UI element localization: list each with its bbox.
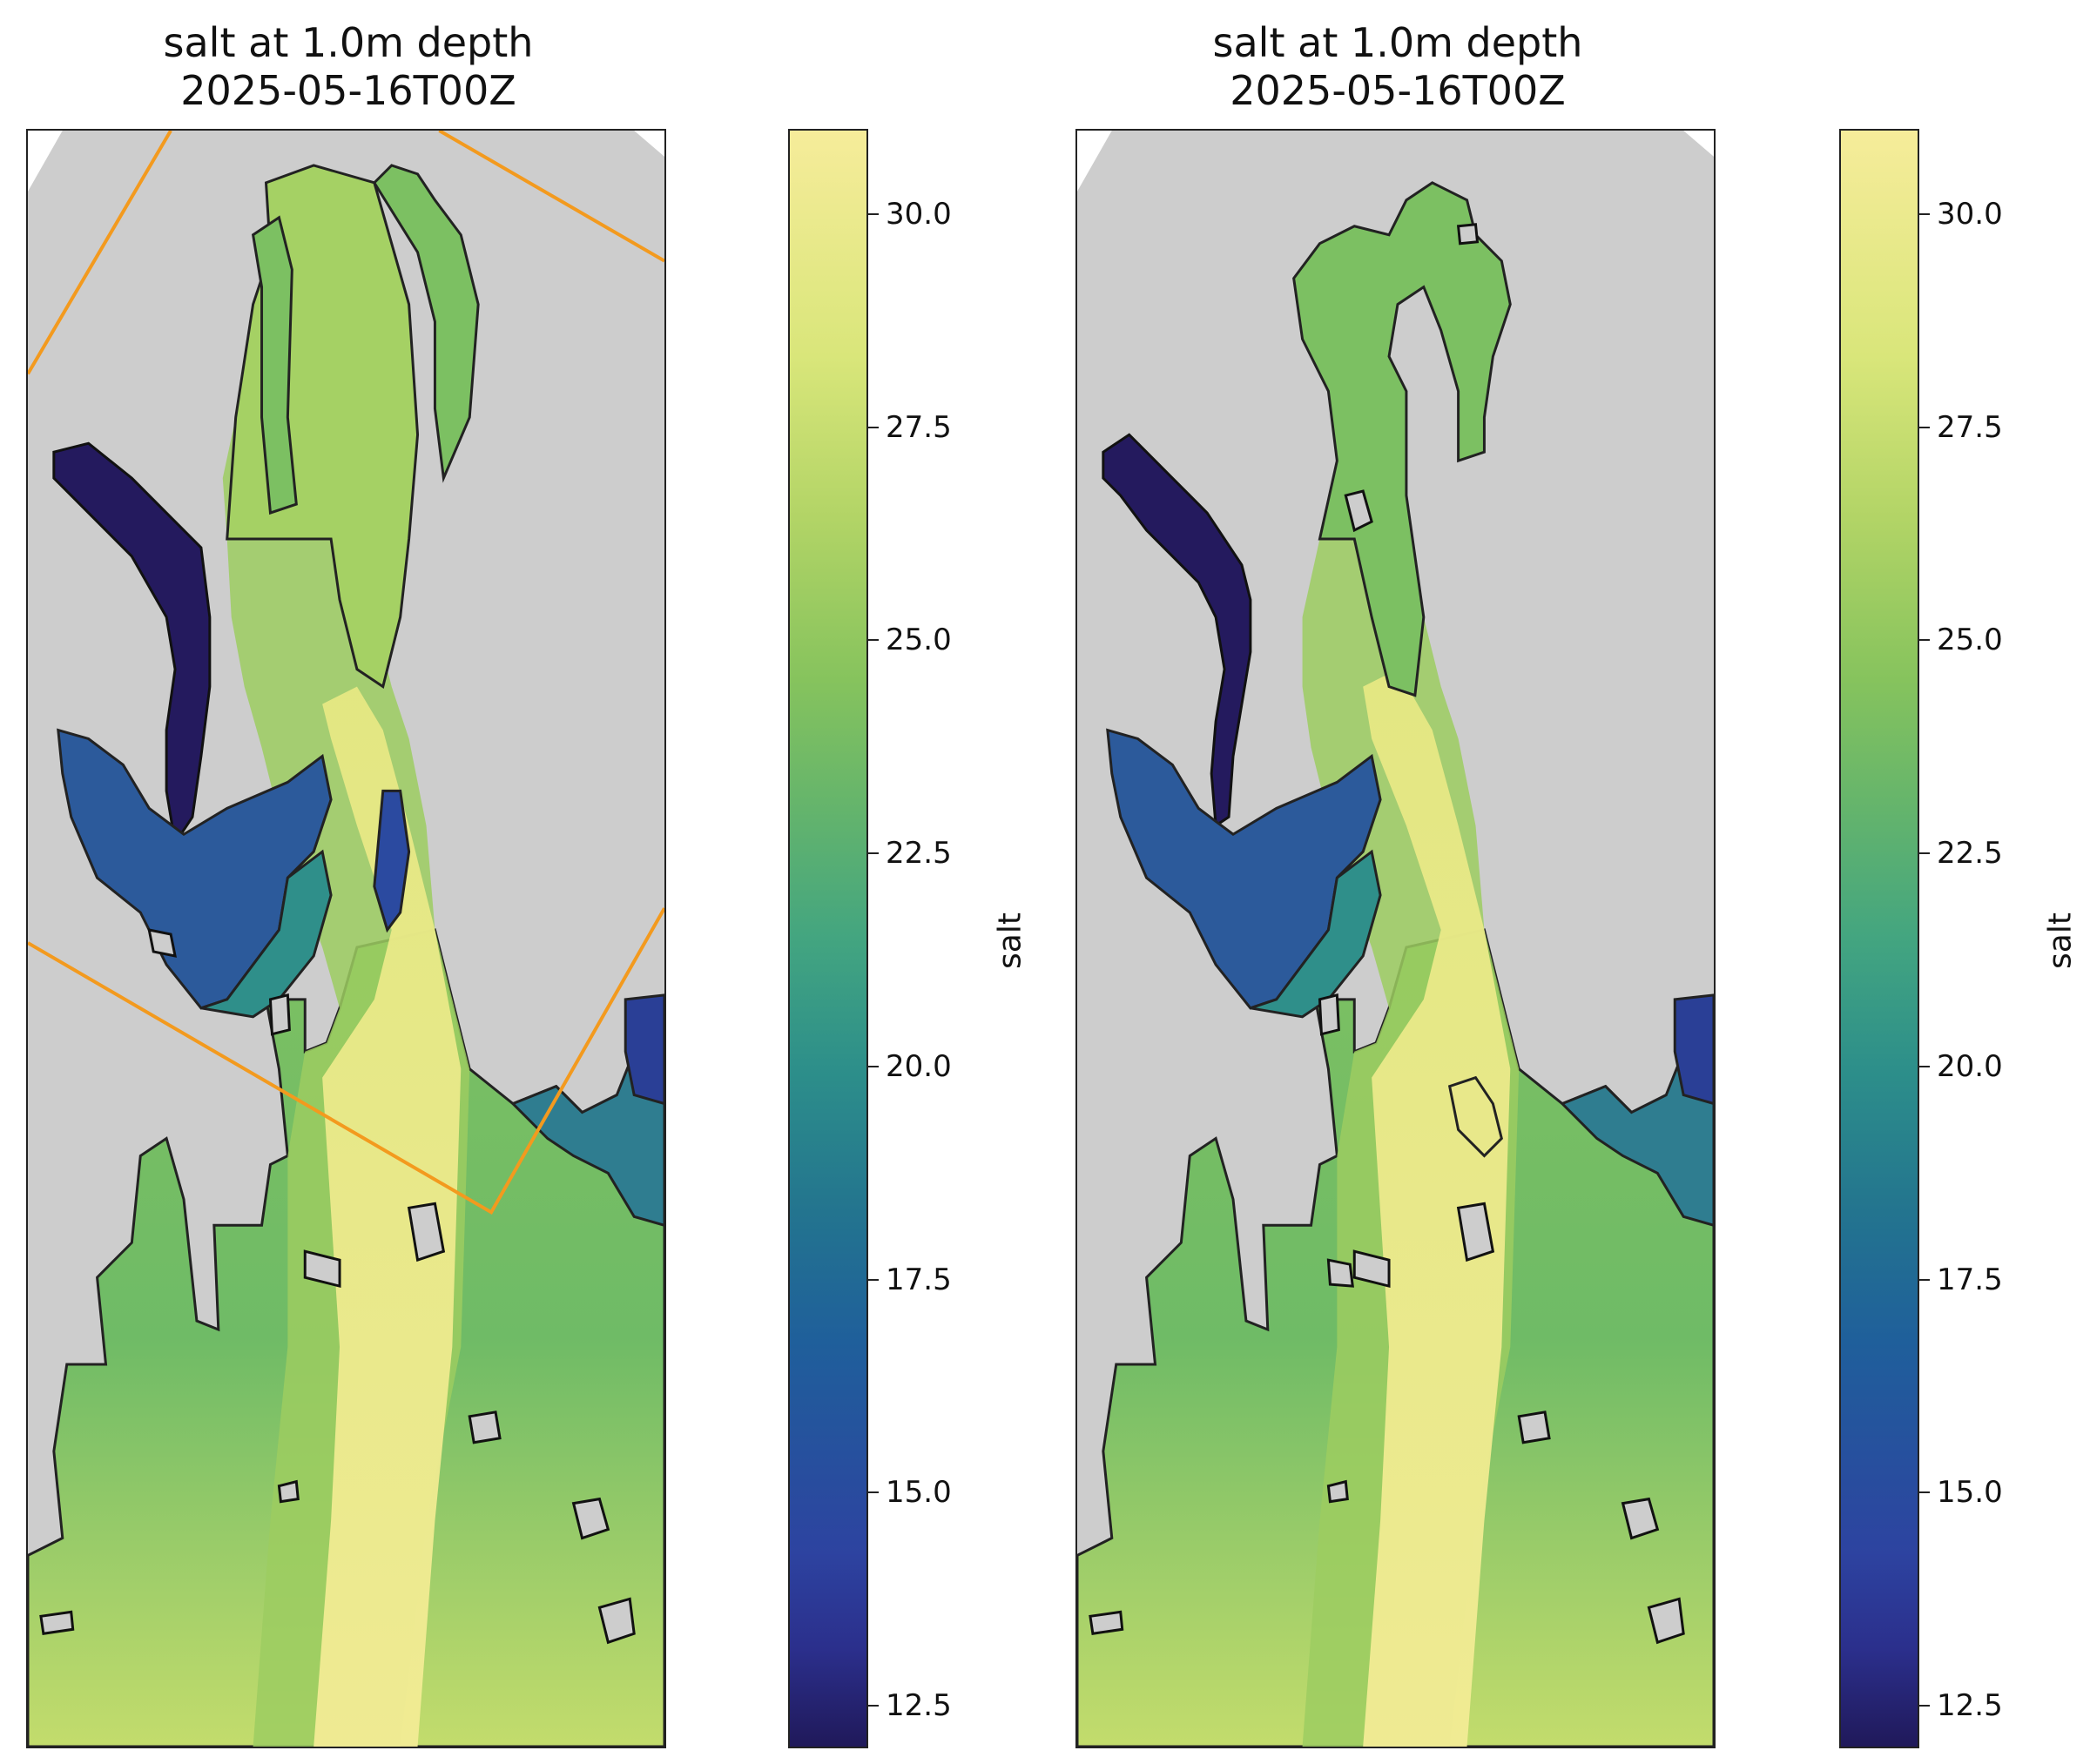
subdomain-box [28,131,172,375]
right-map-canvas [1077,131,1714,1747]
colorbar-tick-label: 27.5 [886,409,952,445]
subdomain-box [438,131,664,263]
northwest-arm [52,441,212,847]
island [597,1597,636,1645]
colorbar-tick-label: 17.5 [886,1262,952,1297]
colorbar-tick-mark [868,1278,879,1281]
north-arm-west [251,215,298,515]
colorbar-tick-mark [868,1491,879,1494]
salty-core [1363,669,1511,1747]
island [39,1610,75,1635]
right-colorbar-label: salt [2042,912,2079,969]
left-colorbar-label: salt [992,912,1028,969]
right-colorbar [1839,129,1919,1748]
colorbar-tick-label: 22.5 [1937,836,2003,872]
east-bay-water [1560,1046,1714,1227]
subdomain-box [28,907,664,1215]
island [1647,1597,1685,1645]
island [1318,993,1340,1036]
colorbar-tick-mark [868,212,879,215]
north-arm-east [372,164,480,483]
right-salinity-map [1075,129,1716,1748]
colorbar-tick-label: 30.0 [886,196,952,232]
colorbar-tick-label: 27.5 [1937,409,2003,445]
colorbar-tick-mark [868,639,879,642]
colorbar-tick-mark [1919,639,1930,642]
colorbar-tick-label: 20.0 [1937,1048,2003,1084]
colorbar-tick-mark [1919,1705,1930,1707]
colorbar-tick-label: 25.0 [1937,623,2003,658]
island [468,1411,502,1444]
island [1456,223,1480,246]
island [268,993,291,1036]
colorbar-tick-mark [1919,1278,1930,1281]
right-panel-title: salt at 1.0m depth 2025-05-16T00Z [1075,19,1720,115]
title-time: 2025-05-16T00Z [1230,67,1566,114]
north-channel [1292,181,1512,697]
island [1344,489,1373,533]
island [1456,1202,1495,1262]
title-time: 2025-05-16T00Z [180,67,516,114]
colorbar-tick-mark [868,1705,879,1707]
left-salinity-map [26,129,666,1748]
colorbar-tick-label: 12.5 [1937,1688,2003,1724]
title-variable: salt at 1.0m depth [163,19,534,66]
island [1326,1258,1354,1288]
island [1517,1411,1551,1444]
island [1326,1479,1349,1504]
colorbar-tick-mark [868,1065,879,1067]
east-middle-inlet [373,789,411,933]
colorbar-tick-label: 20.0 [886,1048,952,1084]
left-colorbar-ticks: 12.5 15.0 17.5 20.0 22.5 25.0 27.5 30.0 [868,129,973,1748]
left-map-canvas [28,131,664,1747]
island [407,1202,446,1262]
colorbar-tick-label: 12.5 [886,1688,952,1724]
title-variable: salt at 1.0m depth [1212,19,1583,66]
east-inlet-water [624,993,664,1106]
island [147,928,177,958]
island [1621,1497,1660,1540]
colorbar-tick-label: 25.0 [886,623,952,658]
left-panel-title: salt at 1.0m depth 2025-05-16T00Z [26,19,671,115]
colorbar-tick-label: 15.0 [886,1475,952,1511]
colorbar-tick-mark [1919,426,1930,428]
colorbar-tick-label: 15.0 [1937,1475,2003,1511]
colorbar-tick-mark [1919,1491,1930,1494]
colorbar-tick-label: 17.5 [1937,1262,2003,1297]
island [303,1249,341,1289]
colorbar-tick-mark [1919,212,1930,215]
island [1089,1610,1124,1635]
salty-core [314,686,462,1747]
left-colorbar [788,129,868,1748]
island [277,1479,300,1504]
east-bay-water [510,1046,664,1227]
colorbar-tick-mark [868,852,879,855]
colorbar-tick-mark [1919,1065,1930,1067]
right-colorbar-ticks: 12.5 15.0 17.5 20.0 22.5 25.0 27.5 30.0 [1919,129,2024,1748]
island [1352,1249,1391,1289]
colorbar-tick-label: 30.0 [1937,196,2003,232]
colorbar-tick-mark [868,426,879,428]
northwest-arm [1102,433,1252,828]
colorbar-tick-label: 22.5 [886,836,952,872]
colorbar-tick-mark [1919,852,1930,855]
island [571,1497,610,1540]
east-inlet-water [1673,993,1714,1106]
east-finger [1447,1075,1503,1158]
